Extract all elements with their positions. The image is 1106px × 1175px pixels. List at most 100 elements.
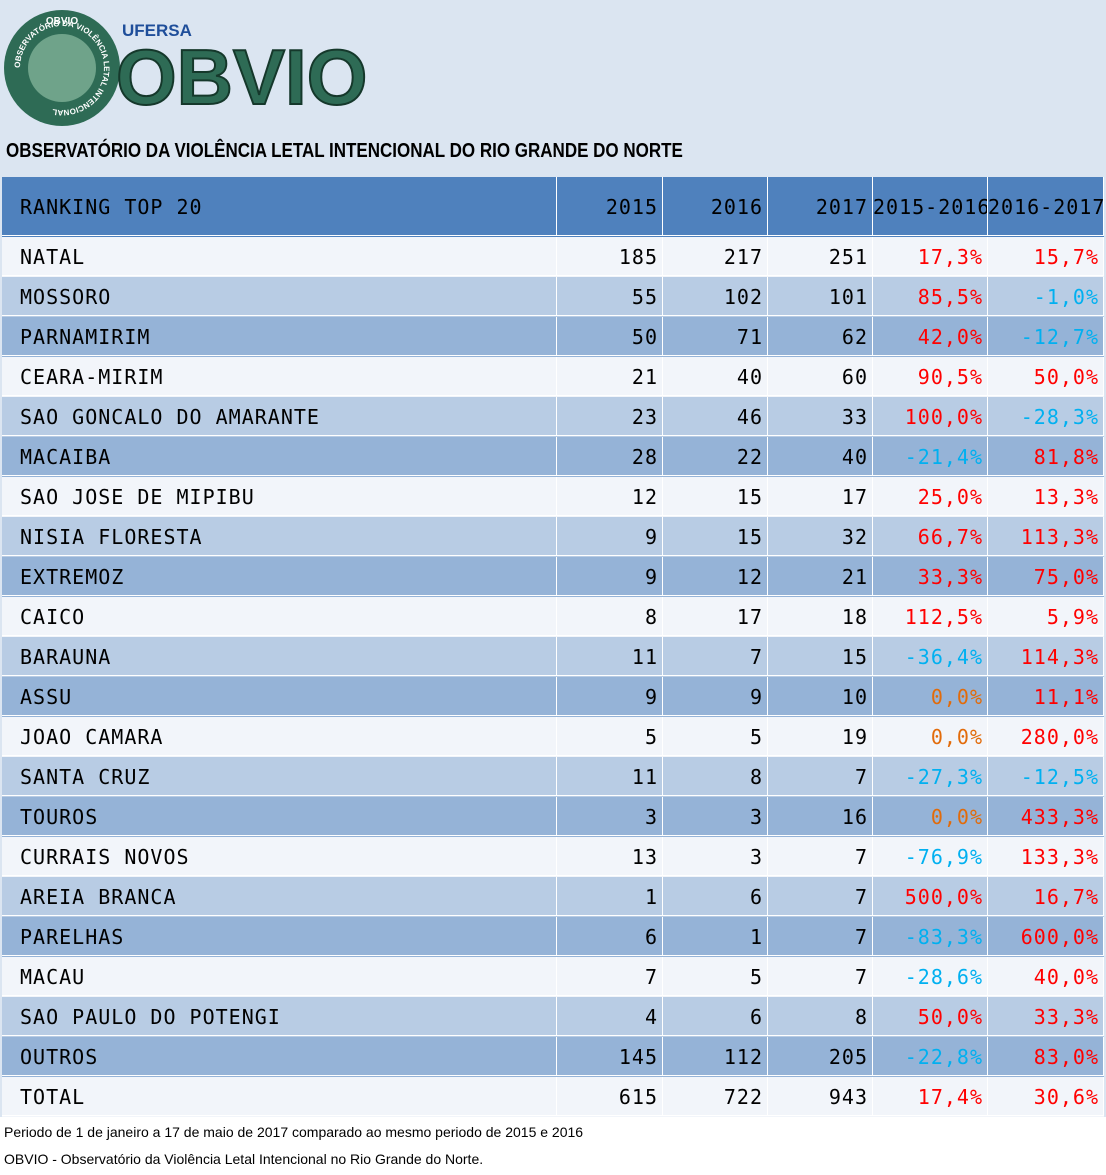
cell: 15,7% [988,237,1104,276]
cell: 1 [557,877,663,916]
column-header: 2015 [557,177,663,236]
cell: 21 [557,357,663,396]
table-row: TOTAL 615 722 943 17,4% 30,6% [2,1077,1104,1117]
cell: 9 [557,557,663,596]
cell: 3 [663,837,768,876]
cell: 15 [768,637,873,676]
row-label: NISIA FLORESTA [2,517,557,556]
cell: -36,4% [873,637,988,676]
cell: 8 [663,757,768,796]
row-label: EXTREMOZ [2,557,557,596]
footnote: OBVIO - Observatório da Violência Letal … [4,1151,484,1167]
cell: 6 [663,997,768,1036]
cell: 22 [663,437,768,476]
row-label: JOAO CAMARA [2,717,557,756]
column-header: 2016-2017 [988,177,1104,236]
cell: 33,3% [988,997,1104,1036]
cell: 21 [768,557,873,596]
table-row: MACAIBA 28 22 40 -21,4% 81,8% [2,437,1104,477]
title: OBSERVATÓRIO DA VIOLÊNCIA LETAL INTENCIO… [6,140,683,162]
cell: 30,6% [988,1077,1104,1116]
table-row: EXTREMOZ 9 12 21 33,3% 75,0% [2,557,1104,597]
table-row: JOAO CAMARA 5 5 19 0,0% 280,0% [2,717,1104,757]
cell: 42,0% [873,317,988,356]
cell: 101 [768,277,873,316]
cell: 40,0% [988,957,1104,996]
cell: 11 [557,757,663,796]
cell: -83,3% [873,917,988,956]
cell: 32 [768,517,873,556]
cell: 75,0% [988,557,1104,596]
cell: 0,0% [873,677,988,716]
cell: 33 [768,397,873,436]
cell: 90,5% [873,357,988,396]
table-row: NATAL 185 217 251 17,3% 15,7% [2,237,1104,277]
logo: OBSERVATÓRIO DA VIOLÊNCIA LETAL INTENCIO… [4,10,368,126]
table-row: PARELHAS 6 1 7 -83,3% 600,0% [2,917,1104,957]
row-label: ASSU [2,677,557,716]
cell: 433,3% [988,797,1104,836]
row-label: TOUROS [2,797,557,836]
row-label: SANTA CRUZ [2,757,557,796]
cell: 205 [768,1037,873,1076]
table-row: MACAU 7 5 7 -28,6% 40,0% [2,957,1104,997]
cell: 18 [768,597,873,636]
row-label: MOSSORO [2,277,557,316]
table-row: SAO PAULO DO POTENGI 4 6 8 50,0% 33,3% [2,997,1104,1037]
column-header: 2015-2016 [873,177,988,236]
row-label: OUTROS [2,1037,557,1076]
cell: 71 [663,317,768,356]
university: UFERSA [122,21,192,40]
cell: 7 [768,757,873,796]
cell: 15 [663,517,768,556]
cell: 55 [557,277,663,316]
row-label: NATAL [2,237,557,276]
cell: -1,0% [988,277,1104,316]
table-row: OUTROS 145 112 205 -22,8% 83,0% [2,1037,1104,1077]
row-label: SAO JOSE DE MIPIBU [2,477,557,516]
table-row: NISIA FLORESTA 9 15 32 66,7% 113,3% [2,517,1104,557]
cell: 5 [663,957,768,996]
cell: 3 [557,797,663,836]
cell: 16,7% [988,877,1104,916]
cell: 13,3% [988,477,1104,516]
cell: 83,0% [988,1037,1104,1076]
cell: 133,3% [988,837,1104,876]
cell: 4 [557,997,663,1036]
cell: 50,0% [988,357,1104,396]
cell: 114,3% [988,637,1104,676]
cell: 50,0% [873,997,988,1036]
cell: 600,0% [988,917,1104,956]
cell: 19 [768,717,873,756]
cell: 28 [557,437,663,476]
cell: 280,0% [988,717,1104,756]
cell: -76,9% [873,837,988,876]
cell: 40 [663,357,768,396]
cell: 12 [663,557,768,596]
row-label: MACAIBA [2,437,557,476]
table-row: SAO GONCALO DO AMARANTE 23 46 33 100,0% -28,3… [2,397,1104,437]
cell: 217 [663,237,768,276]
row-label: AREIA BRANCA [2,877,557,916]
row-label: SAO GONCALO DO AMARANTE [2,397,557,436]
cell: 17 [663,597,768,636]
cell: -28,6% [873,957,988,996]
header-row: RANKING TOP 20 2015 2016 2017 2015-2016 2016-… [2,177,1104,237]
cell: -12,5% [988,757,1104,796]
cell: 145 [557,1037,663,1076]
cell: 33,3% [873,557,988,596]
logo-inner [28,34,96,102]
table-row: TOUROS 3 3 16 0,0% 433,3% [2,797,1104,837]
cell: 0,0% [873,797,988,836]
cell: 5 [663,717,768,756]
cell: 15 [663,477,768,516]
cell: 16 [768,797,873,836]
table-row: MOSSORO 55 102 101 85,5% -1,0% [2,277,1104,317]
cell: 7 [768,837,873,876]
cell: 0,0% [873,717,988,756]
cell: 3 [663,797,768,836]
cell: 66,7% [873,517,988,556]
cell: 5,9% [988,597,1104,636]
cell: 40 [768,437,873,476]
